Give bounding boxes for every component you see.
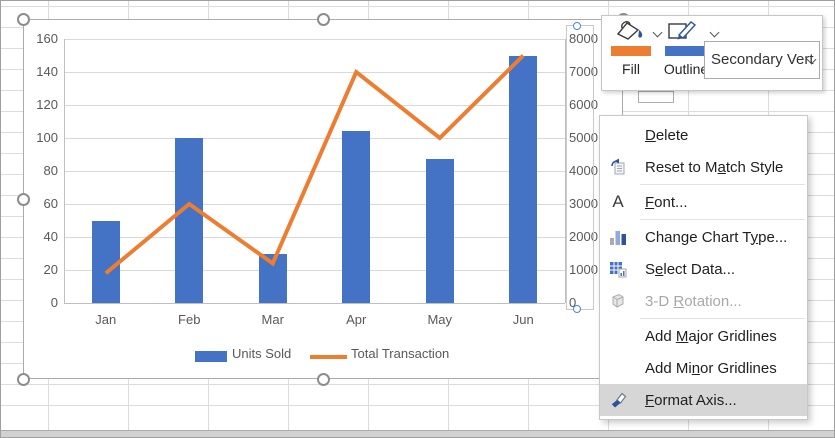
fill-color-swatch — [611, 46, 651, 56]
primary-axis-tick-label: 80 — [43, 163, 58, 178]
primary-axis-tick-label: 0 — [50, 295, 58, 310]
category-axis-label: Feb — [178, 312, 201, 327]
menu-separator — [640, 219, 805, 220]
outline-dropdown-chevron-icon[interactable] — [709, 27, 720, 38]
category-axis-label: May — [427, 312, 453, 327]
secondary-axis-line — [565, 39, 566, 303]
major-gridline — [64, 204, 565, 205]
primary-axis-tick-label: 140 — [36, 64, 58, 79]
major-gridline — [64, 237, 565, 238]
legend-label-units-sold[interactable]: Units Sold — [232, 346, 292, 361]
change-chart-type-icon — [608, 227, 628, 247]
bar-jun[interactable] — [509, 55, 538, 303]
mini-toolbar: Fill Outline Secondary Vert — [601, 15, 823, 91]
secondary-axis-tick-label: 7000 — [569, 64, 598, 79]
secondary-axis-selection-box — [566, 25, 594, 310]
category-axis-label: Mar — [261, 312, 284, 327]
category-axis-label: Jan — [95, 312, 117, 327]
axis-selection-handle-top[interactable] — [573, 22, 581, 30]
context-menu: Delete Reset to Match Style A Font... — [599, 115, 808, 420]
fill-bucket-icon — [616, 21, 643, 40]
menu-item-change-chart-type[interactable]: Change Chart Type... — [600, 221, 807, 253]
bar-jan[interactable] — [91, 220, 120, 303]
secondary-axis-tick-label: 5000 — [569, 130, 598, 145]
primary-axis-tick-label: 160 — [36, 31, 58, 46]
major-gridline — [64, 138, 565, 139]
major-gridline — [64, 105, 565, 106]
chart-element-selector-value: Secondary Vert — [711, 51, 814, 68]
legend-label-total-transaction[interactable]: Total Transaction — [351, 346, 450, 361]
category-axis-label: Jun — [512, 312, 534, 327]
menu-item-select-data[interactable]: Select Data... — [600, 253, 807, 285]
menu-item-font[interactable]: A Font... — [600, 186, 807, 218]
chart-element-selector[interactable]: Secondary Vert — [704, 41, 820, 79]
outline-color-swatch — [665, 46, 707, 56]
fill-button-label: Fill — [622, 61, 640, 77]
chart-resize-handle-top-left[interactable] — [17, 13, 30, 26]
secondary-axis-tick-label: 6000 — [569, 97, 598, 112]
menu-item-add-major-gridlines[interactable]: Add Major Gridlines — [645, 327, 777, 345]
menu-item-add-minor-gridlines[interactable]: Add Minor Gridlines — [645, 359, 777, 377]
secondary-axis-tick-label: 1000 — [569, 262, 598, 277]
chart-resize-handle-bottom-left[interactable] — [17, 373, 30, 386]
menu-item-delete[interactable]: Delete — [645, 126, 689, 144]
chart-area[interactable]: 0 20 40 60 80 100 120 140 160 0 1000 2000 3000 4000 50… — [23, 19, 623, 379]
secondary-axis-tick-label: 2000 — [569, 229, 598, 244]
fill-dropdown-chevron-icon[interactable] — [652, 27, 663, 38]
plot-area: 0 20 40 60 80 100 120 140 160 0 1000 2000 3000 4000 50… — [24, 20, 622, 378]
menu-item-3d-rotation: 3-D Rotation... — [600, 285, 807, 317]
menu-separator — [640, 184, 805, 185]
bar-may[interactable] — [425, 159, 454, 303]
chart-resize-handle-bottom-center[interactable] — [317, 373, 330, 386]
primary-axis-line — [64, 39, 65, 303]
total-transaction-line[interactable] — [64, 39, 565, 303]
font-icon: A — [612, 192, 624, 211]
primary-axis-tick-label: 40 — [43, 229, 58, 244]
secondary-axis-tick-label: 0 — [569, 295, 577, 310]
menu-item-format-axis[interactable]: Format Axis... — [600, 384, 807, 416]
menu-separator — [640, 318, 805, 319]
legend-swatch-units-sold — [195, 351, 227, 362]
select-data-icon — [608, 259, 628, 279]
chart-resize-handle-mid-left[interactable] — [17, 193, 30, 206]
major-gridline — [64, 303, 565, 304]
primary-axis-tick-label: 20 — [43, 262, 58, 277]
bar-feb[interactable] — [175, 138, 204, 303]
chart-resize-handle-top-center[interactable] — [317, 13, 330, 26]
axis-selection-handle-bottom[interactable] — [573, 305, 581, 313]
reset-to-match-style-icon — [608, 157, 628, 177]
legend-swatch-total-transaction — [310, 355, 347, 359]
outline-pencil-icon — [668, 21, 697, 40]
three-d-rotation-icon — [608, 291, 628, 311]
secondary-axis-tick-label: 3000 — [569, 196, 598, 211]
category-axis-label: Apr — [346, 312, 367, 327]
secondary-axis-tick-label: 4000 — [569, 163, 598, 178]
format-axis-icon — [608, 390, 628, 410]
primary-axis-tick-label: 60 — [43, 196, 58, 211]
major-gridline — [64, 72, 565, 73]
primary-axis-tick-label: 100 — [36, 130, 58, 145]
secondary-axis-tick-label: 8000 — [569, 31, 598, 46]
primary-axis-tick-label: 120 — [36, 97, 58, 112]
outline-button-label: Outline — [663, 61, 709, 77]
bar-apr[interactable] — [342, 131, 371, 303]
major-gridline — [64, 270, 565, 271]
menu-item-reset-to-match-style[interactable]: Reset to Match Style — [600, 151, 807, 183]
major-gridline — [64, 39, 565, 40]
sheet-bottom-edge — [1, 430, 834, 437]
partially-hidden-box — [638, 91, 674, 103]
